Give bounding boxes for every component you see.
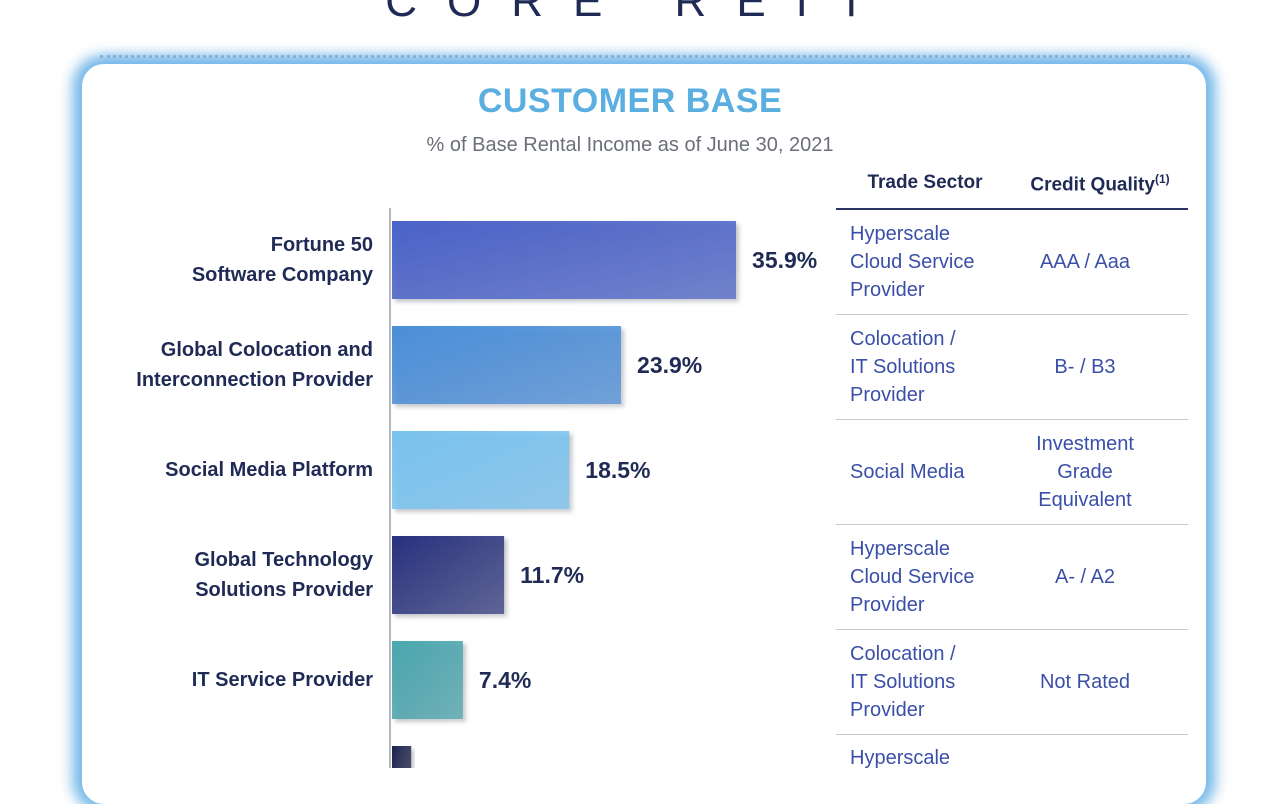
category-label-3: Social Media Platform — [165, 459, 373, 481]
bar-6 — [392, 746, 412, 768]
bar-2 — [392, 326, 622, 404]
chart-title: CUSTOMER BASE — [477, 82, 783, 120]
credit-quality-cell-2: B- / B3 — [1054, 355, 1116, 378]
trade-sector-cell-6: Hyperscale — [850, 747, 951, 769]
table-row-divider — [836, 734, 1188, 735]
trade-sector-cell-5: Colocation / IT Solutions Provider — [850, 642, 956, 721]
trade-sector-cell-4: Hyperscale Cloud Service Provider — [850, 537, 975, 616]
footnote-marker: (1) — [1154, 172, 1170, 186]
credit-quality-cell-4: A- / A2 — [1054, 565, 1116, 588]
bar-5 — [392, 641, 463, 719]
table-row-divider — [836, 419, 1188, 420]
data-label-3: 18.5% — [585, 457, 650, 483]
brand-logo-text: CORE REIT — [385, 0, 895, 26]
category-label-4: Global Technology Solutions Provider — [194, 549, 373, 601]
bar-4 — [392, 536, 505, 614]
credit-quality-cell-5: Not Rated — [1039, 670, 1131, 693]
trade-sector-header: Trade Sector — [867, 172, 983, 193]
bar-1 — [392, 221, 737, 299]
credit-quality-cell-1: AAA / Aaa — [1039, 250, 1131, 273]
content-panel — [82, 64, 1206, 804]
trade-sector-cell-3: Social Media — [850, 460, 965, 483]
table-row-divider — [836, 314, 1188, 315]
data-label-5: 7.4% — [479, 667, 531, 693]
credit-quality-cell-3: Investment Grade Equivalent — [1036, 432, 1134, 511]
bar-3 — [392, 431, 570, 509]
data-label-2: 23.9% — [637, 352, 702, 378]
table-row-divider — [836, 524, 1188, 525]
category-label-5: IT Service Provider — [191, 669, 373, 691]
category-label-2: Global Colocation and Interconnection Pr… — [136, 339, 373, 391]
table-row-divider — [836, 629, 1188, 630]
data-label-4: 11.7% — [520, 562, 584, 588]
trade-sector-cell-1: Hyperscale Cloud Service Provider — [850, 222, 975, 301]
bar-chart: 35.9% 23.9% 18.5% 11.7% 7.4% — [389, 208, 817, 768]
credit-quality-header: Credit Quality(1) — [1030, 172, 1170, 196]
dotted-divider — [100, 55, 1190, 58]
category-label-1: Fortune 50 Software Company — [191, 234, 373, 286]
table-header-rule — [836, 208, 1188, 210]
chart-subtitle: % of Base Rental Income as of June 30, 2… — [426, 134, 834, 156]
trade-sector-cell-2: Colocation / IT Solutions Provider — [850, 327, 956, 406]
data-label-1: 35.9% — [752, 247, 817, 273]
